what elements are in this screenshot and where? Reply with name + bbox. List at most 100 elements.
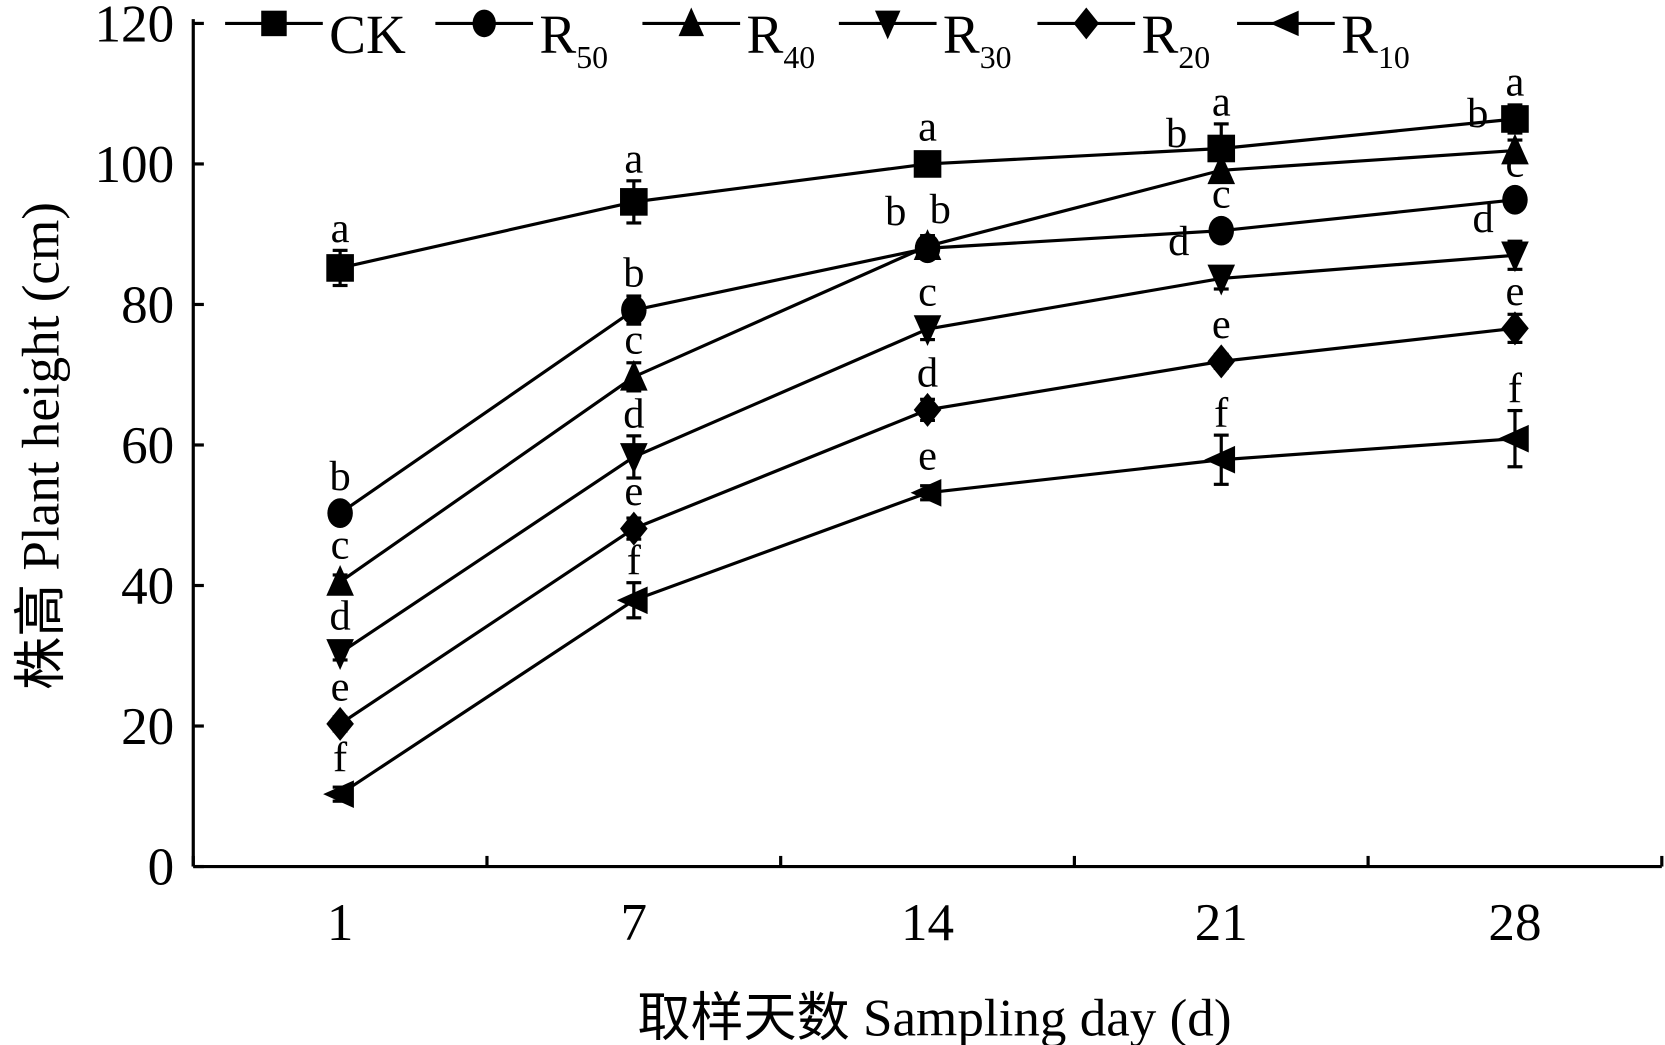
y-tick-label: 60 <box>121 417 174 475</box>
significance-letter: a <box>331 205 350 252</box>
significance-letter: d <box>917 349 938 396</box>
legend-item-r10: R10 <box>1237 4 1410 75</box>
significance-letter: b <box>623 250 644 297</box>
legend: CK R50 R40 R30 R20 R10 <box>225 4 1410 75</box>
legend-item-r20: R20 <box>1037 4 1210 75</box>
significance-letter: f <box>333 734 348 781</box>
triangle-down-marker <box>326 639 354 670</box>
axes: 0 20 40 60 80 100 120 1 7 14 21 28 <box>95 0 1664 952</box>
significance-letter: f <box>1508 365 1523 412</box>
triangle-left-marker <box>1269 10 1299 37</box>
triangle-down-marker <box>874 10 901 40</box>
significance-letter: e <box>1212 301 1231 348</box>
significance-letter: c <box>918 269 937 316</box>
significance-letter: c <box>331 522 350 569</box>
x-tick-label: 1 <box>327 894 354 952</box>
series-group: aaaaabbbccccbbbddcddeedeeffeff <box>323 59 1529 808</box>
significance-letter: f <box>627 537 642 584</box>
circle-marker <box>621 295 647 325</box>
legend-item-r30: R30 <box>838 4 1012 75</box>
x-tick-label: 28 <box>1488 894 1541 952</box>
significance-letter: a <box>1506 59 1525 106</box>
legend-subscript: 30 <box>980 40 1012 75</box>
circle-marker <box>1208 215 1234 246</box>
legend-item-r50: R50 <box>435 4 608 75</box>
significance-letter: a <box>624 135 643 182</box>
triangle-down-marker <box>1207 264 1236 296</box>
significance-letter: b <box>329 453 350 500</box>
circle-marker <box>472 9 496 38</box>
triangle-left-marker <box>1204 445 1236 474</box>
significance-letter: e <box>1506 268 1525 315</box>
square-marker <box>620 188 648 216</box>
triangle-left-marker <box>1497 424 1529 453</box>
series-ck: a a a a a <box>326 59 1529 288</box>
triangle-up-marker <box>678 7 705 37</box>
diamond-marker <box>1207 344 1236 379</box>
y-tick-label: 0 <box>148 839 175 897</box>
legend-label: R40 <box>746 4 815 75</box>
triangle-up-marker <box>1501 133 1529 165</box>
significance-letter: b <box>885 188 906 235</box>
x-tick-label: 7 <box>621 894 648 952</box>
circle-marker <box>1502 184 1528 215</box>
legend-label: R20 <box>1142 4 1211 75</box>
x-axis-label: 取样天数 Sampling day (d) <box>637 989 1231 1045</box>
y-axis-label: 株高 Plant height (cm) <box>12 202 70 690</box>
legend-item-r40: R40 <box>642 4 815 75</box>
significance-letter: a <box>1212 78 1231 125</box>
triangle-down-marker <box>620 443 648 474</box>
x-tick-label: 21 <box>1195 894 1248 952</box>
square-marker <box>261 10 287 37</box>
diamond-marker <box>913 392 942 427</box>
legend-subscript: 10 <box>1378 40 1410 75</box>
square-marker <box>913 150 942 178</box>
triangle-up-marker <box>620 359 648 391</box>
legend-subscript: 50 <box>576 40 608 75</box>
significance-letter: d <box>329 593 350 640</box>
significance-letter: b <box>1467 90 1488 137</box>
significance-letter: f <box>1214 390 1229 437</box>
significance-letter: e <box>624 468 643 515</box>
legend-subscript: 40 <box>783 40 815 75</box>
significance-letter: b <box>1166 110 1187 157</box>
diamond-marker <box>1501 311 1529 346</box>
square-marker <box>326 254 354 282</box>
y-tick-label: 120 <box>95 0 175 53</box>
significance-letter: e <box>331 664 350 711</box>
triangle-left-marker <box>616 586 648 615</box>
square-marker <box>1501 105 1529 133</box>
y-tick-label: 80 <box>121 277 174 335</box>
significance-letter: e <box>918 432 937 479</box>
triangle-left-marker <box>323 780 354 808</box>
significance-letter: d <box>623 390 644 437</box>
x-tick-label: 14 <box>901 894 954 952</box>
legend-label: R50 <box>539 4 608 75</box>
triangle-down-marker <box>1501 241 1529 273</box>
significance-letter: a <box>918 104 937 151</box>
legend-label: R10 <box>1341 4 1410 75</box>
significance-letter: d <box>1472 195 1493 242</box>
legend-subscript: 20 <box>1178 40 1210 75</box>
legend-label: CK <box>329 4 406 65</box>
significance-letter: b <box>930 186 951 233</box>
diamond-marker <box>1073 7 1100 40</box>
y-tick-label: 20 <box>121 698 174 756</box>
y-tick-label: 100 <box>95 136 175 194</box>
triangle-up-marker <box>1207 153 1236 185</box>
triangle-down-marker <box>913 315 942 347</box>
circle-marker <box>327 498 353 529</box>
triangle-up-marker <box>326 565 354 596</box>
triangle-left-marker <box>910 478 942 507</box>
legend-label: R30 <box>943 4 1012 75</box>
triangle-up-marker <box>913 229 942 260</box>
legend-item-ck: CK <box>225 4 406 65</box>
significance-letter: c <box>624 316 643 363</box>
y-tick-label: 40 <box>121 558 174 616</box>
significance-letter: d <box>1168 218 1189 265</box>
